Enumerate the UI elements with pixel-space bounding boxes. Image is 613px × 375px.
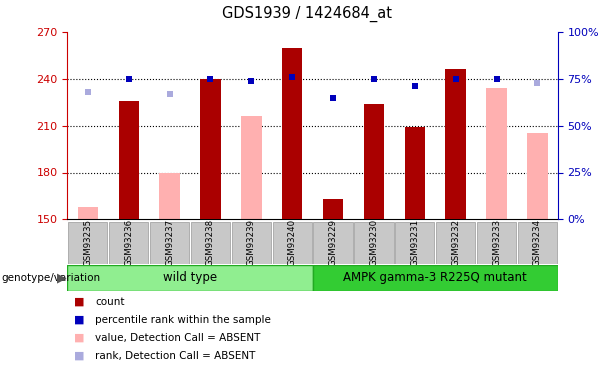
FancyBboxPatch shape bbox=[477, 222, 516, 264]
Text: GSM93238: GSM93238 bbox=[206, 219, 215, 266]
Bar bbox=[364, 104, 384, 219]
Bar bbox=[405, 127, 425, 219]
FancyBboxPatch shape bbox=[191, 222, 230, 264]
Bar bbox=[159, 172, 180, 219]
Text: ■: ■ bbox=[74, 351, 85, 361]
Text: GSM93237: GSM93237 bbox=[165, 219, 174, 266]
Text: GSM93230: GSM93230 bbox=[370, 219, 378, 266]
FancyBboxPatch shape bbox=[273, 222, 312, 264]
Text: AMPK gamma-3 R225Q mutant: AMPK gamma-3 R225Q mutant bbox=[343, 272, 527, 284]
Text: ■: ■ bbox=[74, 333, 85, 343]
Bar bbox=[241, 116, 262, 219]
Text: ■: ■ bbox=[74, 315, 85, 325]
Bar bbox=[200, 79, 221, 219]
Text: GSM93239: GSM93239 bbox=[247, 219, 256, 266]
Text: GSM93235: GSM93235 bbox=[83, 219, 93, 266]
Text: rank, Detection Call = ABSENT: rank, Detection Call = ABSENT bbox=[95, 351, 256, 361]
FancyBboxPatch shape bbox=[518, 222, 557, 264]
Bar bbox=[323, 199, 343, 219]
Bar bbox=[527, 134, 547, 219]
Bar bbox=[486, 88, 507, 219]
FancyBboxPatch shape bbox=[354, 222, 394, 264]
Text: value, Detection Call = ABSENT: value, Detection Call = ABSENT bbox=[95, 333, 261, 343]
Bar bbox=[78, 207, 98, 219]
FancyBboxPatch shape bbox=[232, 222, 271, 264]
FancyBboxPatch shape bbox=[313, 265, 558, 291]
Text: GSM93234: GSM93234 bbox=[533, 219, 542, 266]
FancyBboxPatch shape bbox=[313, 222, 352, 264]
Bar bbox=[446, 69, 466, 219]
Text: wild type: wild type bbox=[163, 272, 217, 284]
Text: GSM93232: GSM93232 bbox=[451, 219, 460, 266]
Text: ■: ■ bbox=[74, 297, 85, 307]
Bar bbox=[118, 100, 139, 219]
FancyBboxPatch shape bbox=[436, 222, 475, 264]
Text: GDS1939 / 1424684_at: GDS1939 / 1424684_at bbox=[221, 6, 392, 22]
FancyBboxPatch shape bbox=[109, 222, 148, 264]
Text: GSM93233: GSM93233 bbox=[492, 219, 501, 266]
Text: ▶: ▶ bbox=[56, 272, 66, 284]
FancyBboxPatch shape bbox=[68, 222, 107, 264]
Bar bbox=[282, 48, 302, 219]
Text: genotype/variation: genotype/variation bbox=[1, 273, 101, 283]
Text: GSM93236: GSM93236 bbox=[124, 219, 133, 266]
Text: GSM93240: GSM93240 bbox=[287, 219, 297, 266]
FancyBboxPatch shape bbox=[395, 222, 435, 264]
FancyBboxPatch shape bbox=[150, 222, 189, 264]
Text: GSM93229: GSM93229 bbox=[329, 219, 338, 266]
Text: percentile rank within the sample: percentile rank within the sample bbox=[95, 315, 271, 325]
Text: GSM93231: GSM93231 bbox=[410, 219, 419, 266]
FancyBboxPatch shape bbox=[67, 265, 313, 291]
Text: count: count bbox=[95, 297, 124, 307]
